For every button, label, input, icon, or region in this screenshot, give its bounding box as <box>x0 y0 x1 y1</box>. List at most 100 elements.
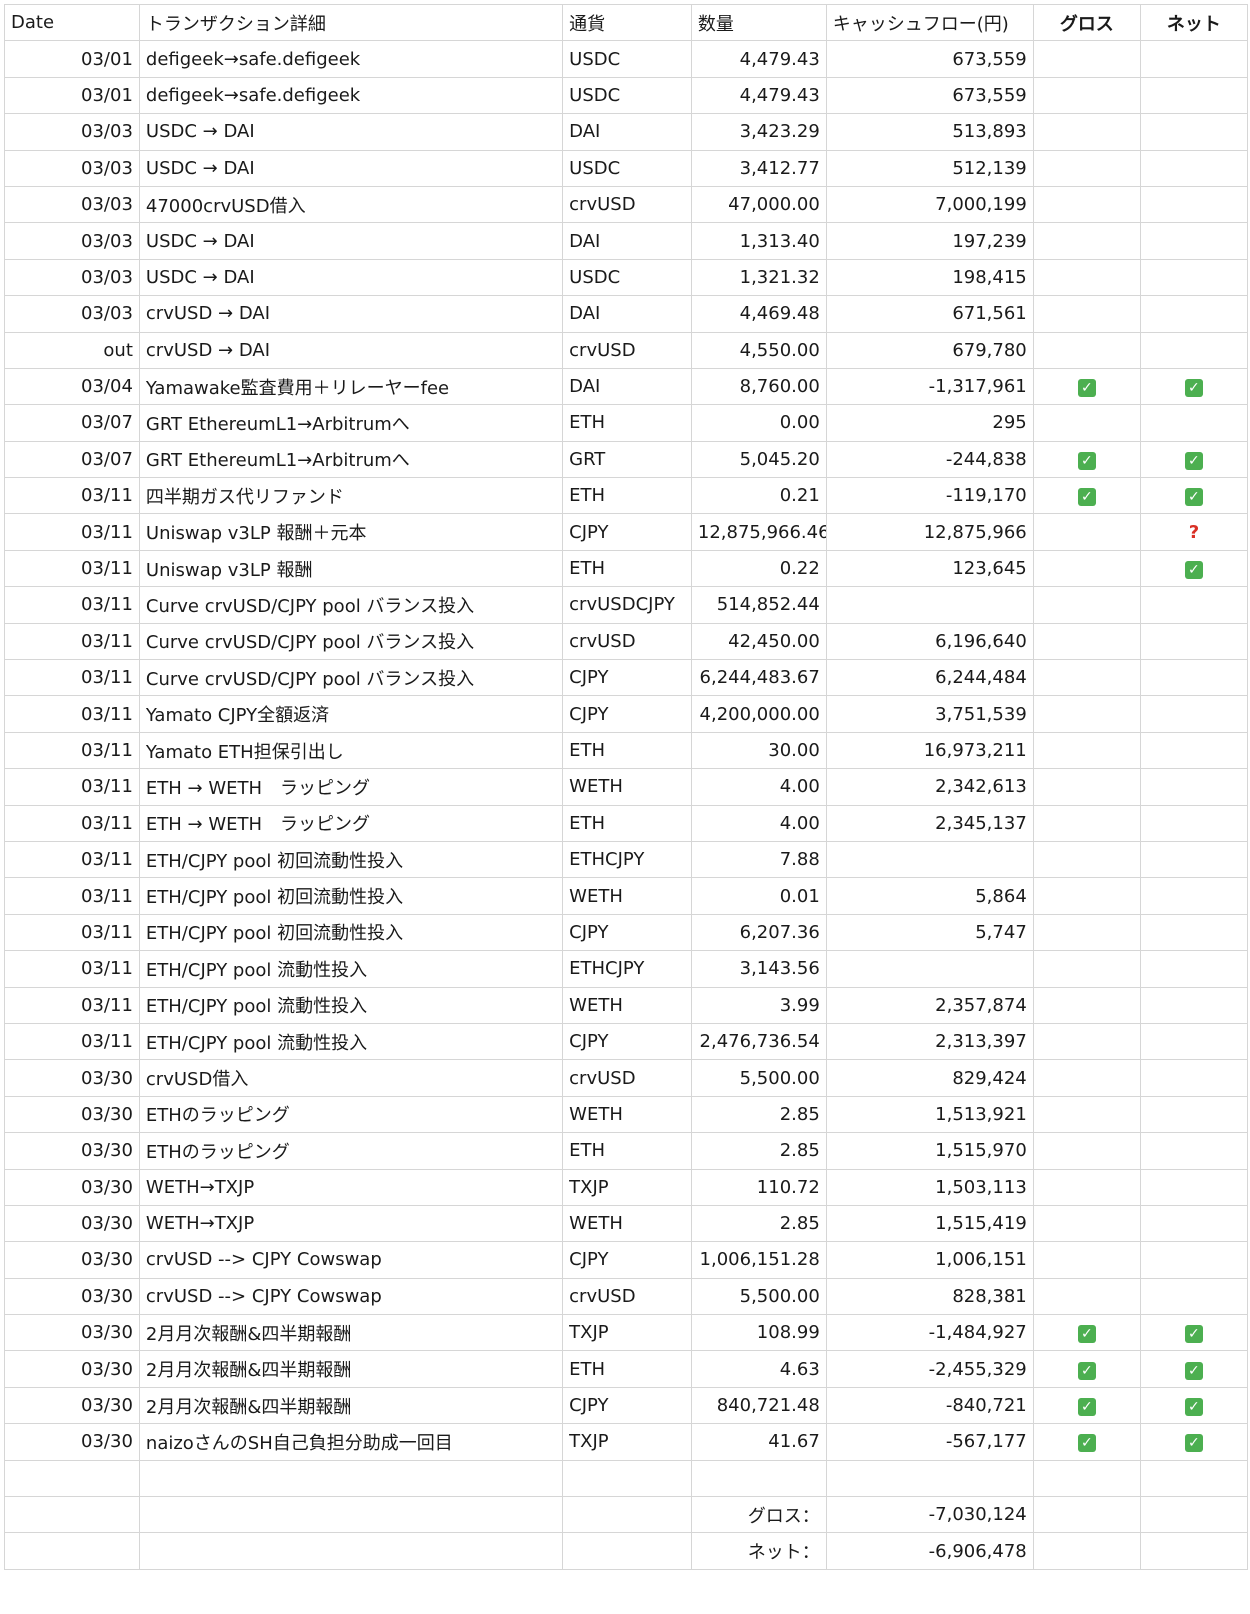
cell-detail[interactable]: Curve crvUSD/CJPY pool バランス投入 <box>138 586 564 624</box>
cell[interactable] <box>1032 1532 1141 1570</box>
cell-currency[interactable]: crvUSD <box>562 622 692 661</box>
cell-quantity[interactable]: 3,412.77 <box>690 149 827 187</box>
cell-currency[interactable]: CJPY <box>562 1386 692 1425</box>
cell-detail[interactable]: Yamato CJPY全額返済 <box>138 695 564 733</box>
cell-quantity[interactable]: 4.63 <box>690 1350 827 1388</box>
cell-currency[interactable]: ETH <box>562 1350 692 1388</box>
cell-net[interactable] <box>1139 586 1249 624</box>
cell-quantity[interactable]: 4,550.00 <box>690 331 827 369</box>
cell-gross[interactable] <box>1032 913 1141 952</box>
cell-gross[interactable] <box>1032 586 1141 624</box>
cell[interactable] <box>4 1532 140 1570</box>
cell-detail[interactable]: Yamawake監査費用＋リレーヤーfee <box>138 367 564 406</box>
cell-date[interactable]: 03/11 <box>4 586 140 624</box>
cell-detail[interactable]: ETH → WETH ラッピング <box>138 804 564 842</box>
cell-date[interactable]: 03/01 <box>4 76 140 115</box>
cell-cashflow[interactable]: 673,559 <box>825 76 1034 115</box>
cell-date[interactable]: 03/30 <box>4 1095 140 1134</box>
cell-detail[interactable]: WETH→TXJP <box>138 1204 564 1243</box>
cell-net[interactable]: ✓ <box>1139 1350 1249 1388</box>
cell-gross[interactable] <box>1032 768 1141 806</box>
cell-currency[interactable]: TXJP <box>562 1423 692 1461</box>
cell-gross[interactable]: ✓ <box>1032 367 1141 406</box>
cell-date[interactable]: 03/07 <box>4 440 140 479</box>
cell-detail[interactable]: crvUSD → DAI <box>138 331 564 369</box>
cell-quantity[interactable]: 2.85 <box>690 1095 827 1134</box>
cell[interactable] <box>138 1532 564 1570</box>
cell-quantity[interactable]: 3,143.56 <box>690 950 827 988</box>
cell-currency[interactable]: CJPY <box>562 659 692 697</box>
cell-detail[interactable]: crvUSD --> CJPY Cowswap <box>138 1277 564 1316</box>
header-quantity[interactable]: 数量 <box>690 3 827 42</box>
cell-detail[interactable]: Yamato ETH担保引出し <box>138 731 564 770</box>
cell-gross[interactable]: ✓ <box>1032 1350 1141 1388</box>
cell-net[interactable] <box>1139 1022 1249 1061</box>
cell-net[interactable] <box>1139 840 1249 879</box>
header-detail[interactable]: トランザクション詳細 <box>138 3 564 42</box>
cell-detail[interactable]: USDC → DAI <box>138 258 564 297</box>
cell-gross[interactable] <box>1032 76 1141 115</box>
cell-currency[interactable]: CJPY <box>562 913 692 952</box>
cell-cashflow[interactable]: -244,838 <box>825 440 1034 479</box>
gross-total-value[interactable]: -7,030,124 <box>825 1496 1034 1534</box>
header-date[interactable]: Date <box>4 3 140 42</box>
cell-gross[interactable] <box>1032 804 1141 842</box>
cell-quantity[interactable]: 4,200,000.00 <box>690 695 827 733</box>
cell-gross[interactable] <box>1032 185 1141 224</box>
cell-net[interactable] <box>1139 222 1249 260</box>
cell-date[interactable]: 03/30 <box>4 1059 140 1097</box>
cell-net[interactable] <box>1139 731 1249 770</box>
cell-cashflow[interactable]: 198,415 <box>825 258 1034 297</box>
cell-detail[interactable]: 四半期ガス代リファンド <box>138 477 564 515</box>
cell-cashflow[interactable]: 2,342,613 <box>825 768 1034 806</box>
cell-net[interactable] <box>1139 1241 1249 1279</box>
cell-currency[interactable]: TXJP <box>562 1168 692 1206</box>
cell-cashflow[interactable] <box>825 950 1034 988</box>
cell-currency[interactable]: USDC <box>562 76 692 115</box>
cell-cashflow[interactable]: -840,721 <box>825 1386 1034 1425</box>
cell-gross[interactable]: ✓ <box>1032 477 1141 515</box>
cell-date[interactable]: 03/11 <box>4 877 140 915</box>
cell-currency[interactable]: ETH <box>562 549 692 588</box>
cell-date[interactable]: 03/03 <box>4 222 140 260</box>
cell-currency[interactable]: CJPY <box>562 695 692 733</box>
cell-date[interactable]: 03/11 <box>4 695 140 733</box>
cell-net[interactable] <box>1139 804 1249 842</box>
cell-net[interactable] <box>1139 1204 1249 1243</box>
cell-cashflow[interactable]: 1,503,113 <box>825 1168 1034 1206</box>
cell[interactable] <box>1032 1496 1141 1534</box>
cell[interactable] <box>4 1459 140 1498</box>
cell-date[interactable]: 03/30 <box>4 1204 140 1243</box>
cell-cashflow[interactable]: 12,875,966 <box>825 513 1034 551</box>
cell-detail[interactable]: Curve crvUSD/CJPY pool バランス投入 <box>138 659 564 697</box>
cell-currency[interactable]: WETH <box>562 768 692 806</box>
cell-detail[interactable]: crvUSD --> CJPY Cowswap <box>138 1241 564 1279</box>
cell-quantity[interactable]: 0.01 <box>690 877 827 915</box>
cell-cashflow[interactable]: 1,515,970 <box>825 1132 1034 1170</box>
cell-gross[interactable] <box>1032 695 1141 733</box>
cell-quantity[interactable]: 110.72 <box>690 1168 827 1206</box>
cell-quantity[interactable]: 1,321.32 <box>690 258 827 297</box>
cell-detail[interactable]: 2月月次報酬&四半期報酬 <box>138 1386 564 1425</box>
cell-net[interactable] <box>1139 659 1249 697</box>
cell-net[interactable]: ✓ <box>1139 367 1249 406</box>
cell-cashflow[interactable] <box>825 586 1034 624</box>
cell-gross[interactable] <box>1032 840 1141 879</box>
cell-net[interactable] <box>1139 149 1249 187</box>
cell-detail[interactable]: WETH→TXJP <box>138 1168 564 1206</box>
cell[interactable] <box>1139 1459 1249 1498</box>
cell-quantity[interactable]: 1,313.40 <box>690 222 827 260</box>
cell-net[interactable] <box>1139 1095 1249 1134</box>
cell-quantity[interactable]: 7.88 <box>690 840 827 879</box>
cell-detail[interactable]: USDC → DAI <box>138 149 564 187</box>
cell-net[interactable] <box>1139 950 1249 988</box>
cell-detail[interactable]: ETH → WETH ラッピング <box>138 768 564 806</box>
cell-quantity[interactable]: 5,500.00 <box>690 1059 827 1097</box>
cell-net[interactable]: ✓ <box>1139 1386 1249 1425</box>
cell-net[interactable]: ✓ <box>1139 1314 1249 1352</box>
cell-gross[interactable] <box>1032 40 1141 78</box>
cell-cashflow[interactable]: 6,196,640 <box>825 622 1034 661</box>
cell-gross[interactable] <box>1032 731 1141 770</box>
cell-cashflow[interactable]: 1,515,419 <box>825 1204 1034 1243</box>
cell-currency[interactable]: crvUSD <box>562 1277 692 1316</box>
